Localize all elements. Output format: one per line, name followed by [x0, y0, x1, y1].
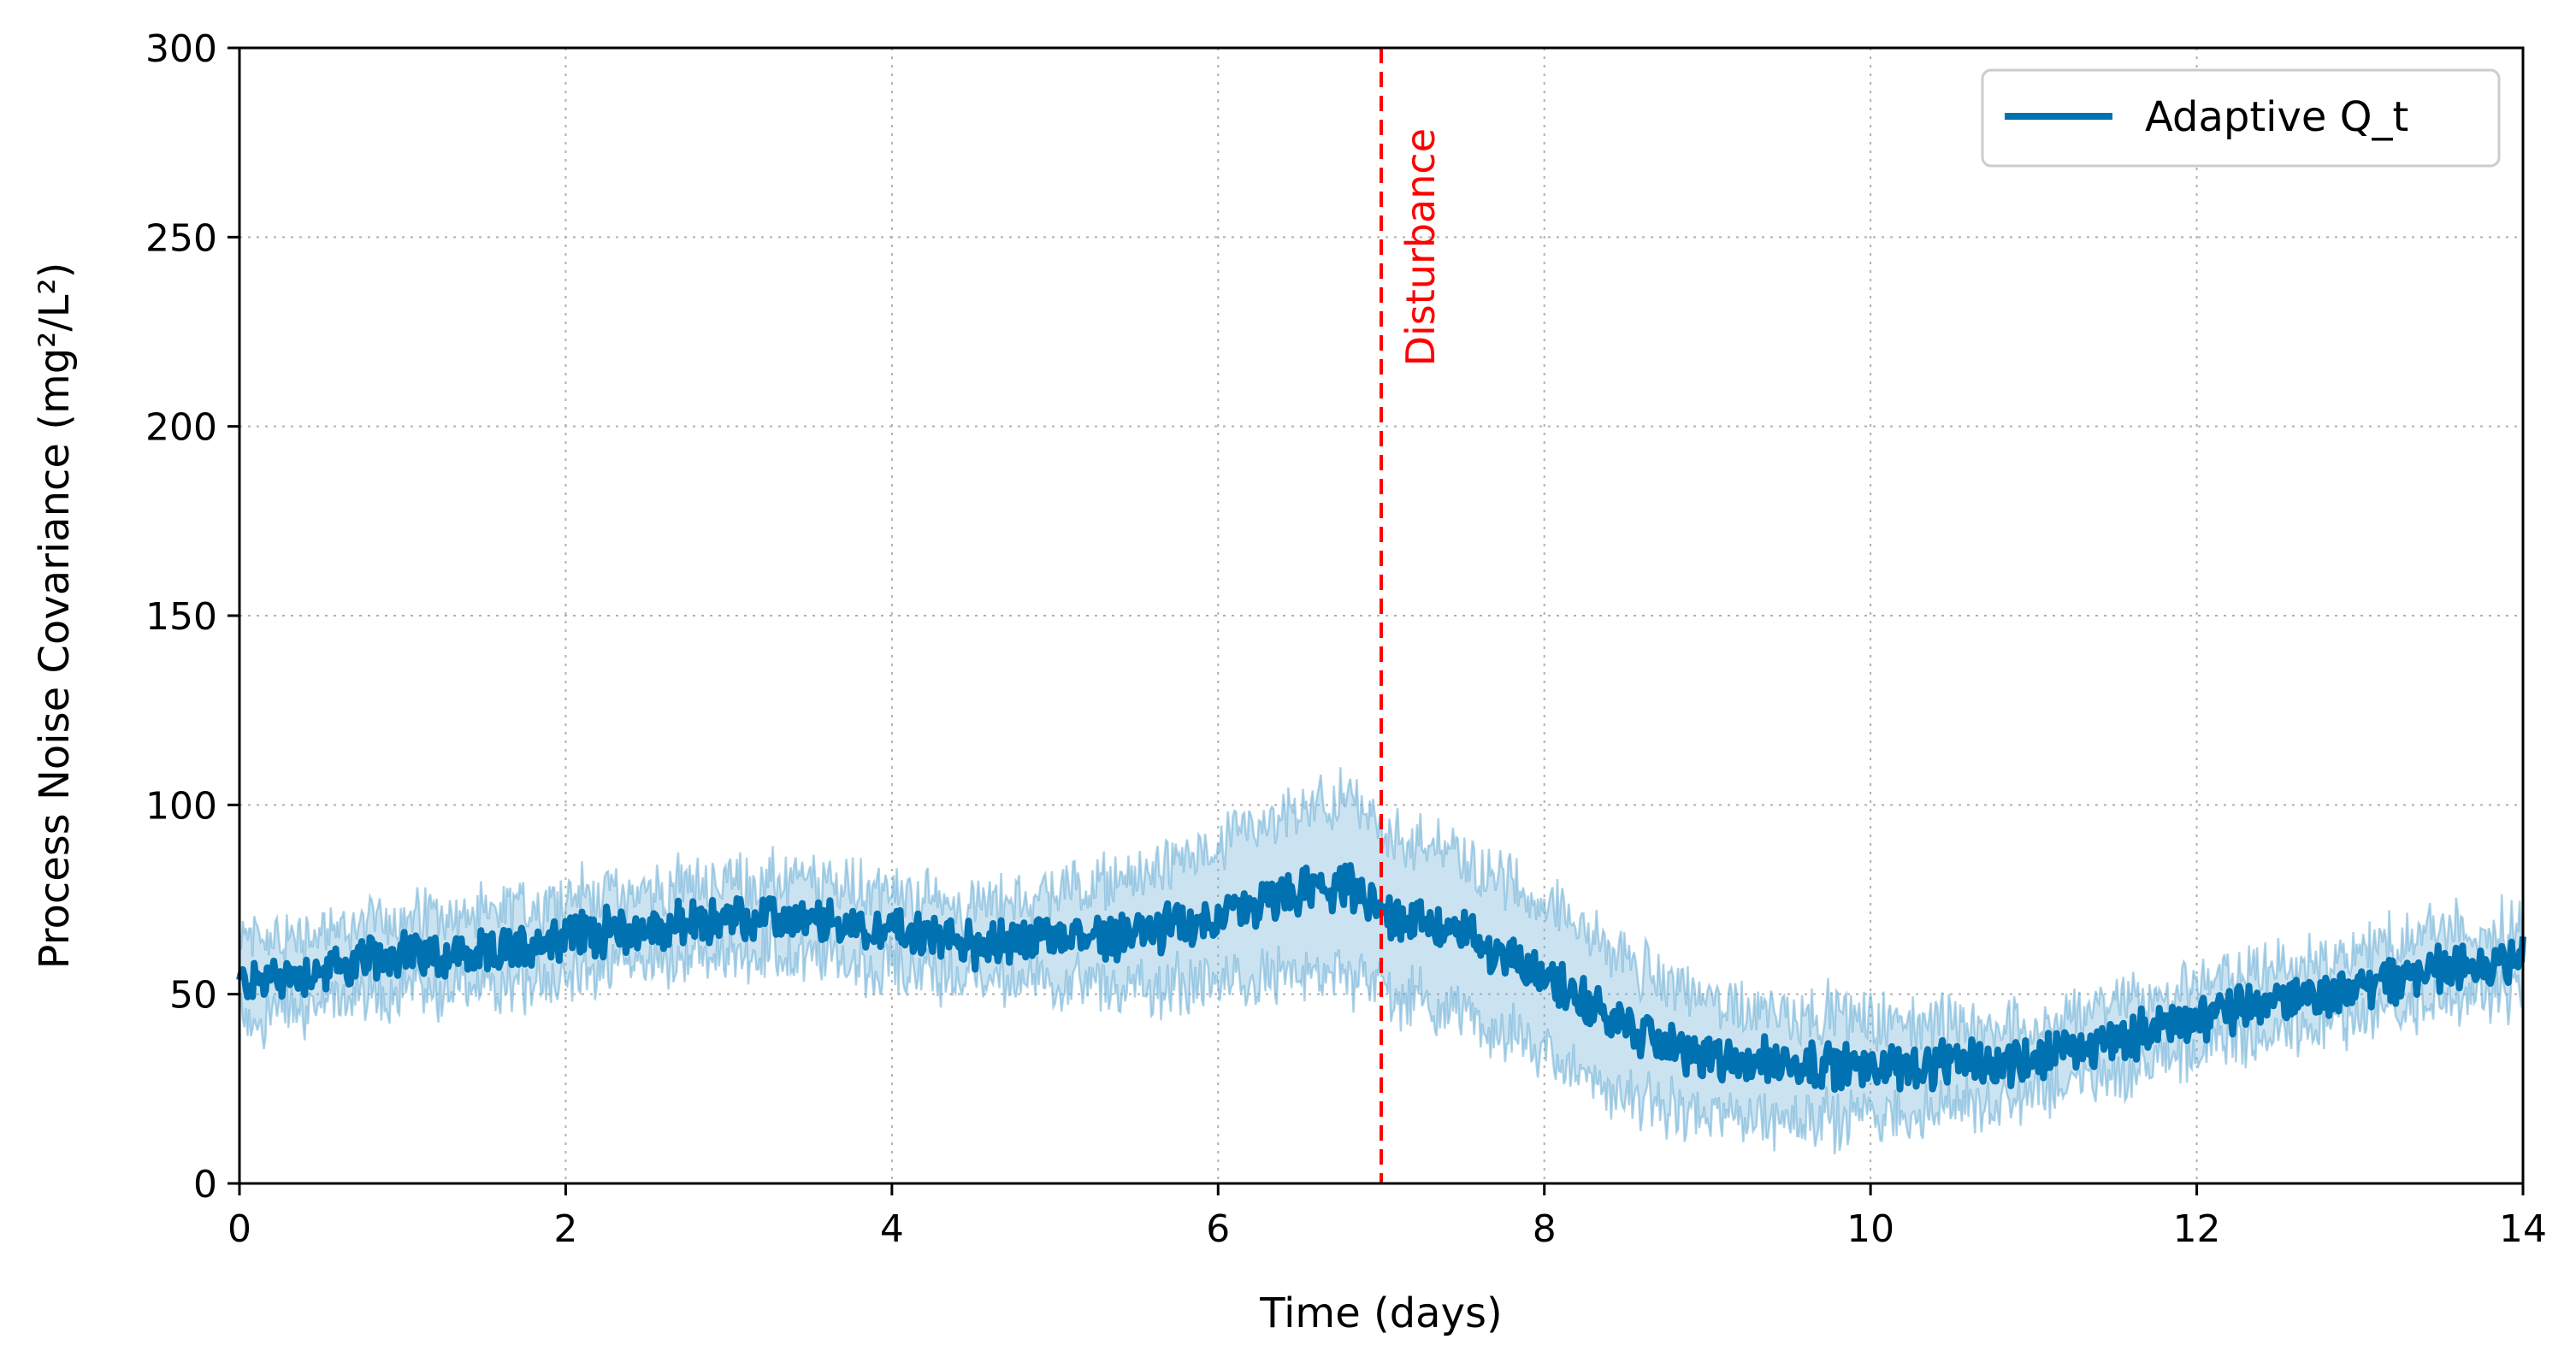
x-axis-title: Time (days): [1259, 1289, 1502, 1337]
x-tick-label-12: 12: [2173, 1207, 2221, 1251]
y-tick-label-0: 0: [193, 1163, 217, 1207]
y-tick-label-50: 50: [169, 974, 217, 1018]
disturbance-label: Disturbance: [1397, 128, 1444, 366]
band-lower-edge: [239, 920, 2525, 1155]
x-tick-label-0: 0: [227, 1207, 251, 1251]
series-line-adaptive-q-t: [236, 862, 2526, 1093]
annotation-layer: Disturbance: [1380, 48, 1444, 1183]
x-tick-label-2: 2: [553, 1207, 577, 1251]
legend[interactable]: Adaptive Q_t: [1981, 68, 2501, 168]
line-layer: [236, 862, 2526, 1093]
y-tick-label-200: 200: [145, 406, 217, 450]
legend-box: [1981, 68, 2501, 168]
x-tick-label-14: 14: [2499, 1207, 2547, 1251]
x-axis-ticks: 0 2 4 6 8 10 12 14: [227, 1183, 2547, 1251]
y-tick-label-300: 300: [145, 27, 217, 71]
y-axis-title: Process Noise Covariance (mg²/L²): [31, 263, 79, 970]
y-tick-label-150: 150: [145, 595, 217, 639]
y-tick-label-100: 100: [145, 784, 217, 828]
x-tick-label-8: 8: [1533, 1207, 1557, 1251]
legend-label-adaptive-q-t: Adaptive Q_t: [2145, 93, 2408, 141]
x-tick-label-4: 4: [880, 1207, 904, 1251]
y-tick-label-250: 250: [145, 216, 217, 260]
x-tick-label-6: 6: [1206, 1207, 1230, 1251]
x-tick-label-10: 10: [1846, 1207, 1894, 1251]
y-axis-ticks: 0 50 100 150 200 250 300: [145, 27, 239, 1207]
